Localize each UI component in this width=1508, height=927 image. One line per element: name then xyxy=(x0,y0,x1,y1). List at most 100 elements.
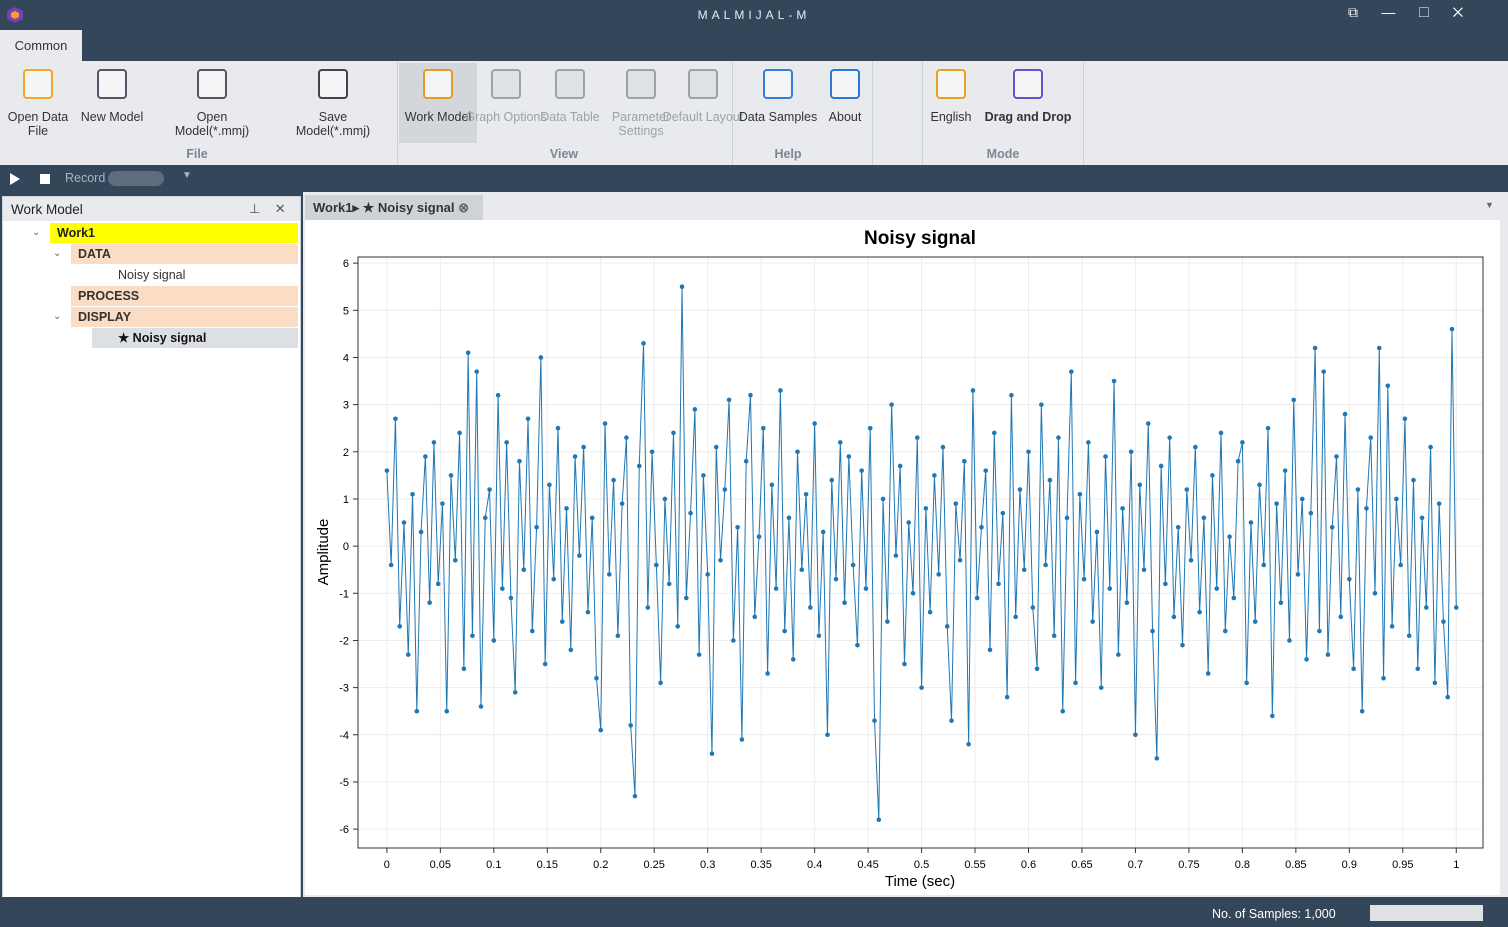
panel-buttons[interactable]: ⊥ ✕ xyxy=(249,201,286,216)
ribbon-icon[interactable] xyxy=(936,69,966,99)
y-tick-label: 3 xyxy=(343,400,349,412)
x-tick-label: 0.25 xyxy=(644,859,665,871)
point xyxy=(397,624,403,629)
ribbon-button[interactable]: New Model xyxy=(80,110,144,124)
point xyxy=(979,524,984,530)
dropdown[interactable]: ▼ xyxy=(182,170,192,181)
ribbon-button[interactable]: Save Model(*.mmj) xyxy=(295,110,371,138)
x-tick-label: 0 xyxy=(384,859,390,871)
point xyxy=(470,633,475,639)
tree-node[interactable]: DISPLAY xyxy=(71,307,298,327)
point xyxy=(662,496,668,502)
ribbon-icon[interactable] xyxy=(318,69,348,99)
ribbon-icon[interactable] xyxy=(23,69,53,99)
ribbon-button[interactable]: Open Data File xyxy=(7,110,69,138)
point xyxy=(778,388,783,393)
title-bar: MALMIJAL-M ⧉ — ☐ ✕ xyxy=(0,0,1508,30)
point xyxy=(1240,440,1245,445)
ribbon-icon[interactable] xyxy=(197,69,227,99)
ribbon-button[interactable]: Parameter Settings xyxy=(611,110,671,138)
ribbon-icon[interactable] xyxy=(830,69,860,99)
expander[interactable]: ⌄ xyxy=(32,227,41,238)
point xyxy=(636,463,642,469)
x-tick-label: 0.5 xyxy=(914,859,929,871)
point xyxy=(512,690,518,695)
point xyxy=(795,449,800,455)
point xyxy=(1133,732,1138,738)
ribbon-button[interactable]: Work Model xyxy=(404,110,472,124)
point xyxy=(1214,586,1220,591)
point xyxy=(850,562,856,568)
point xyxy=(816,633,822,639)
point xyxy=(1368,435,1374,440)
point xyxy=(564,506,569,511)
tree-node[interactable]: Noisy signal xyxy=(92,265,298,285)
point xyxy=(478,704,484,709)
point xyxy=(748,392,753,398)
y-tick-label: -3 xyxy=(339,683,349,695)
point xyxy=(465,350,471,356)
point xyxy=(384,468,390,473)
point xyxy=(808,605,813,610)
x-tick-label: 0.65 xyxy=(1071,859,1092,871)
ribbon-icon[interactable] xyxy=(423,69,453,99)
point xyxy=(863,586,869,591)
y-tick-label: -2 xyxy=(339,635,349,647)
ribbon-icon[interactable] xyxy=(555,69,585,99)
point xyxy=(530,628,535,634)
ribbon-button[interactable]: About xyxy=(828,110,862,124)
point xyxy=(872,718,877,723)
x-tick-label: 0.7 xyxy=(1128,859,1143,871)
point xyxy=(615,633,621,639)
ribbon-button[interactable]: Drag and Drop xyxy=(984,110,1072,124)
document-tab[interactable]: Work1▸ ★ Noisy signal ⊗ xyxy=(305,195,483,220)
status-combo[interactable] xyxy=(1370,905,1483,921)
ribbon-icon[interactable] xyxy=(688,69,718,99)
tree-node[interactable]: ★ Noisy signal xyxy=(92,328,298,348)
point xyxy=(624,435,629,440)
point xyxy=(957,557,963,563)
point xyxy=(461,666,467,672)
point xyxy=(812,421,817,426)
ribbon-button[interactable]: Default Layout xyxy=(662,110,744,124)
expander[interactable]: ⌄ xyxy=(53,248,62,259)
ribbon-button[interactable]: Data Samples xyxy=(738,110,818,124)
ribbon-icon[interactable] xyxy=(97,69,127,99)
tree-node[interactable]: Work1 xyxy=(50,223,298,243)
point xyxy=(1175,524,1181,530)
ribbon-button[interactable]: Open Model(*.mmj) xyxy=(174,110,250,138)
point xyxy=(1248,520,1254,525)
tree-node[interactable]: PROCESS xyxy=(71,286,298,306)
point xyxy=(1419,515,1425,521)
ribbon-icon[interactable] xyxy=(626,69,656,99)
record-toggle[interactable] xyxy=(108,171,164,186)
window-controls[interactable]: ⧉ — ☐ ✕ xyxy=(1348,4,1464,20)
expander[interactable]: ⌄ xyxy=(53,311,62,322)
point xyxy=(1026,449,1031,455)
point xyxy=(743,458,749,464)
ribbon-group-label: Help xyxy=(774,147,802,161)
ribbon-icon[interactable] xyxy=(763,69,793,99)
point xyxy=(666,581,672,587)
point xyxy=(1210,473,1215,478)
ribbon-icon[interactable] xyxy=(1013,69,1043,99)
point xyxy=(1141,567,1147,573)
point xyxy=(1372,590,1378,596)
toolbar: Record ▼ xyxy=(0,165,1508,192)
point xyxy=(1116,652,1121,657)
ribbon-button[interactable]: Data Table xyxy=(540,110,600,124)
y-tick-label: -1 xyxy=(339,588,349,600)
tree-node[interactable]: DATA xyxy=(71,244,298,264)
point xyxy=(1150,628,1155,634)
point xyxy=(765,671,770,676)
ribbon-button[interactable]: Graph Options xyxy=(465,110,547,124)
ribbon-tab[interactable]: Common xyxy=(0,30,82,61)
point xyxy=(491,638,497,643)
x-tick-label: 0.85 xyxy=(1285,859,1306,871)
play-stop[interactable] xyxy=(8,172,58,186)
point xyxy=(1034,666,1040,672)
point xyxy=(1137,482,1143,488)
point xyxy=(598,727,604,733)
ribbon-button[interactable]: English xyxy=(930,110,972,124)
ribbon-icon[interactable] xyxy=(491,69,521,99)
